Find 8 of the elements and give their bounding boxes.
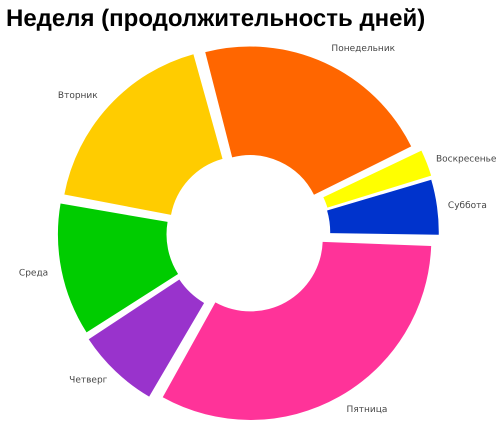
slice-label: Среда — [18, 268, 48, 278]
slice-label: Суббота — [448, 200, 487, 211]
slice-label: Понедельник — [331, 44, 396, 54]
slice-label: Вторник — [58, 91, 98, 102]
slice-label: Четверг — [69, 375, 108, 386]
slice-label: Воскресенье — [436, 154, 497, 165]
slice-label: Пятница — [346, 405, 388, 416]
chart-title: Неделя (продолжительность дней) — [6, 5, 426, 33]
